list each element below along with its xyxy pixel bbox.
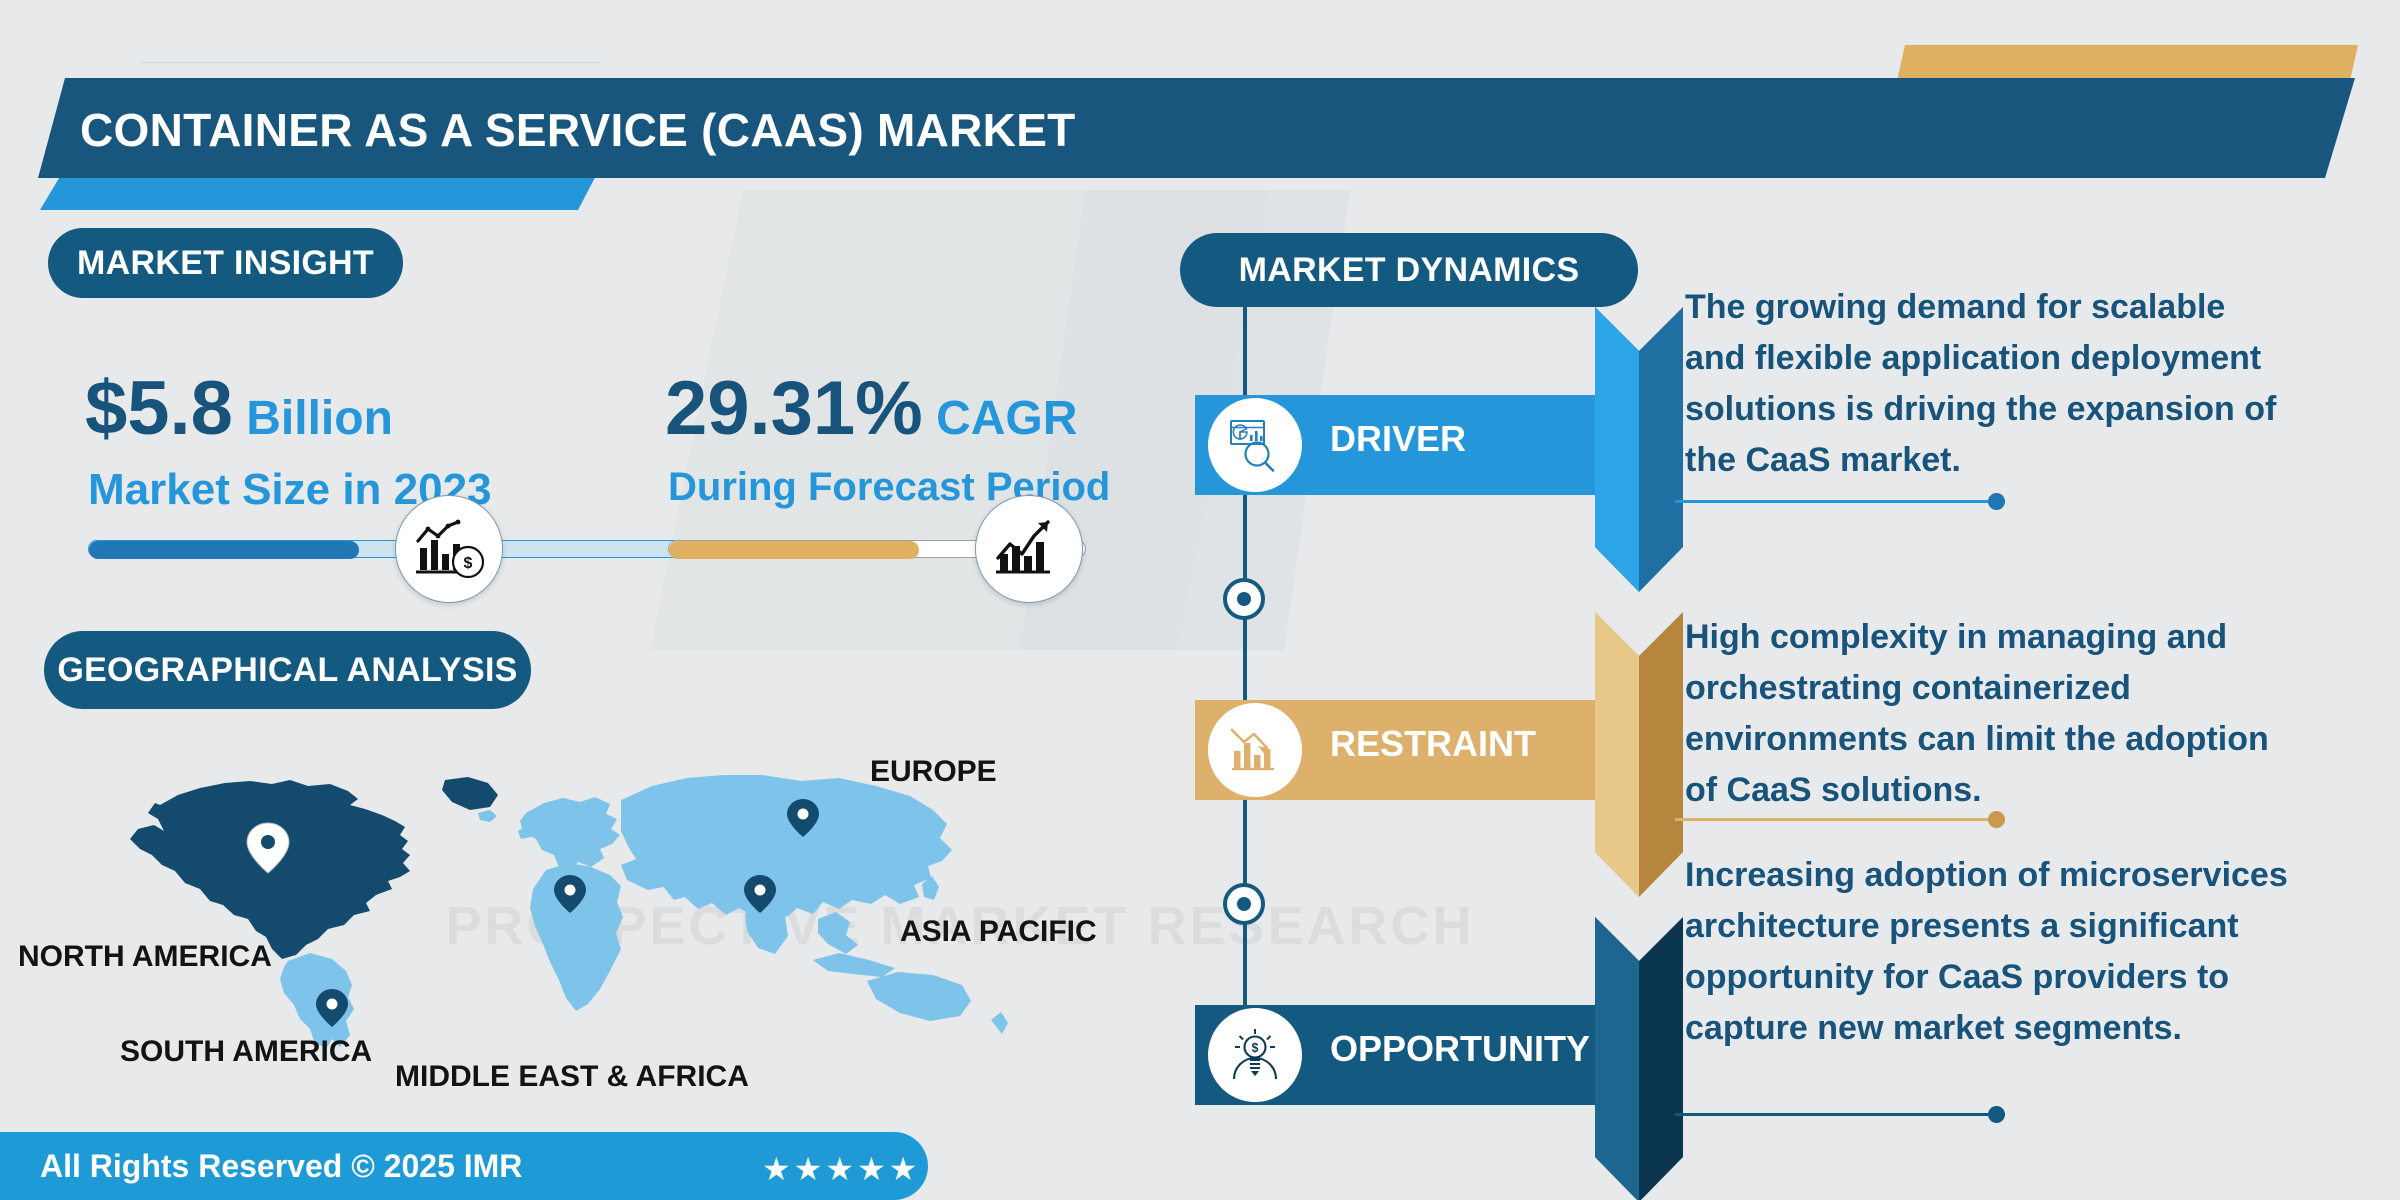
svg-text:$: $: [464, 555, 473, 572]
svg-text:$: $: [1252, 1041, 1259, 1055]
